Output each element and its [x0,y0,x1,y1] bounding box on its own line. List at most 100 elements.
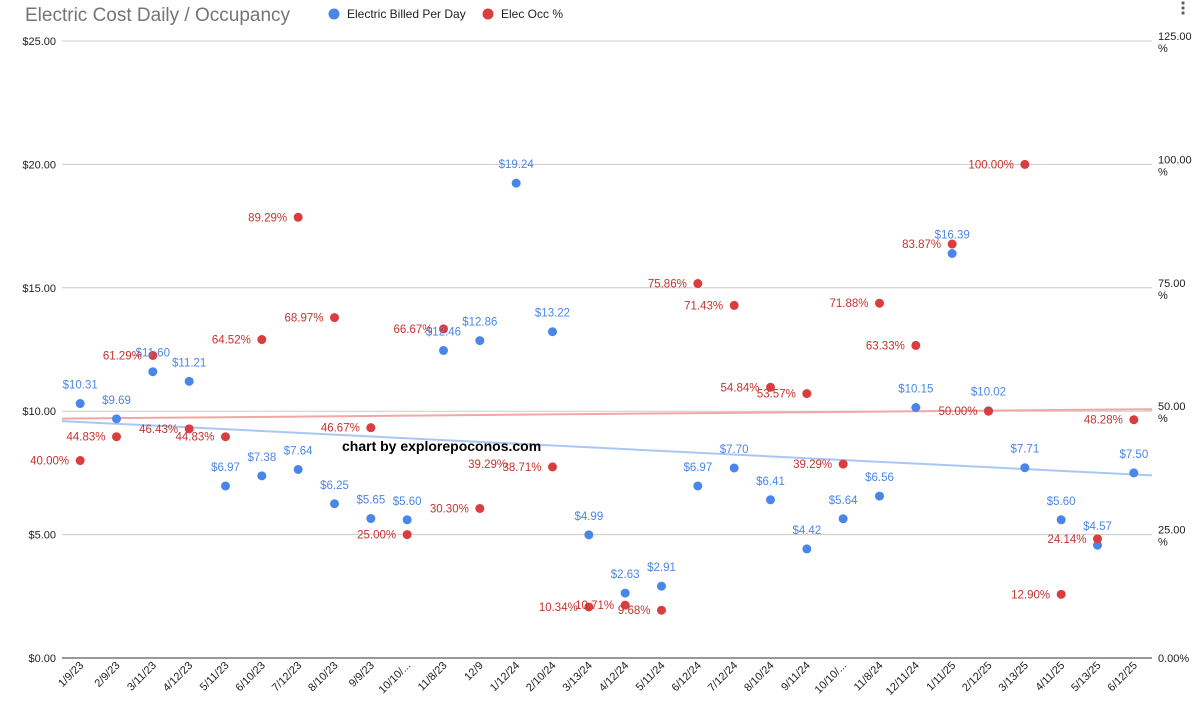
data-label: $2.91 [647,562,676,574]
data-label: $5.64 [829,495,858,507]
data-point [293,464,303,474]
data-label: $6.56 [865,472,894,484]
data-label: 25.00% [357,530,396,542]
legend-swatch [328,8,340,20]
data-label: 46.67% [321,423,360,435]
right-axis: 0.00% 25.00 % 50.00 % 75.00 % 100.00 % 125.00% [1158,31,1192,665]
left-tick-label: $25.00 [22,36,56,48]
x-tick-label: 2/10/24 [524,660,558,694]
x-tick-label: 4/11/25 [1033,660,1067,694]
x-tick-label: 12/9 [462,660,486,684]
x-tick-label: 8/10/24 [742,660,776,694]
x-tick-label: 5/13/25 [1069,660,1103,694]
legend-label: Elec Occ % [501,7,563,21]
data-point [439,324,448,334]
x-tick-label: 11/8/23 [416,660,450,694]
data-label: $7.50 [1119,449,1148,461]
x-tick-label: 2/9/23 [93,660,123,690]
data-label: $5.65 [356,495,385,507]
right-tick-label: 75.00% [1158,278,1186,302]
data-point [584,530,594,540]
chart-title: Electric Cost Daily / Occupancy [25,5,291,26]
data-label: 53.57% [757,389,796,401]
data-label: $6.41 [756,476,785,488]
left-tick-label: $0.00 [28,653,56,665]
data-point [729,300,739,310]
data-label: 10.34% [539,602,578,614]
left-tick-label: $5.00 [28,530,56,542]
data-label: 71.43% [684,300,723,312]
data-label: 39.29% [793,459,832,471]
data-point [729,463,739,473]
data-point [75,456,85,466]
x-tick-label: 6/10/23 [234,660,268,694]
x-tick-label: 11/8/24 [852,660,886,694]
left-axis: $0.00 $5.00 $10.00 $15.00 $20.00 $25.00 [22,36,56,665]
data-point [366,423,376,433]
data-point [548,462,557,472]
data-point [1056,515,1066,525]
data-label: 12.90% [1011,589,1050,601]
data-point [584,602,594,612]
data-point [984,406,993,416]
x-tick-label: 4/12/23 [161,660,195,694]
right-tick-label: 125.00% [1158,31,1192,55]
x-tick-label: 6/12/25 [1106,660,1140,694]
data-label: 63.33% [866,340,905,352]
data-label: $10.31 [63,380,98,392]
data-point [838,459,848,469]
data-label: 83.87% [902,239,941,251]
x-tick-label: 9/11/24 [779,660,813,694]
data-point [620,588,630,598]
data-label: 30.30% [430,503,469,515]
data-point [475,336,485,346]
data-point [184,376,194,386]
data-point [257,471,267,481]
data-point [548,327,557,337]
data-point [1020,463,1030,473]
data-label: $2.63 [611,569,640,581]
data-label: $4.57 [1083,521,1112,533]
data-point [475,503,485,513]
data-label: 46.43% [139,424,178,436]
trendlines [61,408,1153,477]
right-tick-label: 0.00% [1158,653,1189,665]
data-label: $6.97 [211,462,240,474]
legend-label: Electric Billed Per Day [347,7,466,21]
data-label: 24.14% [1047,534,1086,546]
data-point [657,581,666,591]
data-point [875,298,884,308]
data-label: $7.70 [720,444,749,456]
data-label: $11.21 [172,357,206,369]
data-point [838,514,848,524]
data-label: 100.00% [968,159,1013,171]
gridlines [62,40,1152,659]
x-tick-label: 2/12/25 [960,660,994,694]
data-label: $10.02 [971,387,1006,399]
legend: Electric Billed Per Day Elec Occ % [328,7,563,21]
x-tick-label: 12/11/24 [884,660,922,698]
data-point [184,424,194,434]
data-point [911,340,921,350]
data-point [1093,540,1102,550]
data-point [802,544,812,554]
data-label: $4.99 [574,511,603,523]
data-label: $4.42 [792,525,821,537]
x-tick-label: 8/10/23 [306,660,340,694]
data-label: 48.28% [1084,415,1123,427]
data-label: $13.22 [535,308,570,320]
x-tick-label: 9/9/23 [347,660,377,690]
left-tick-label: $10.00 [22,406,56,418]
data-label: 75.86% [648,279,687,291]
x-tick-label: 3/11/23 [125,660,159,694]
data-label: 89.29% [248,212,287,224]
data-label: 50.00% [938,406,977,418]
more-vert-icon[interactable] [1181,1,1185,15]
data-label: $7.71 [1010,444,1039,456]
x-tick-label: 10/10/... [813,660,850,697]
data-point [330,499,339,509]
x-tick-label: 3/13/24 [561,660,595,694]
x-tick-label: 7/12/24 [706,660,740,694]
data-label: 10.71% [575,600,614,612]
